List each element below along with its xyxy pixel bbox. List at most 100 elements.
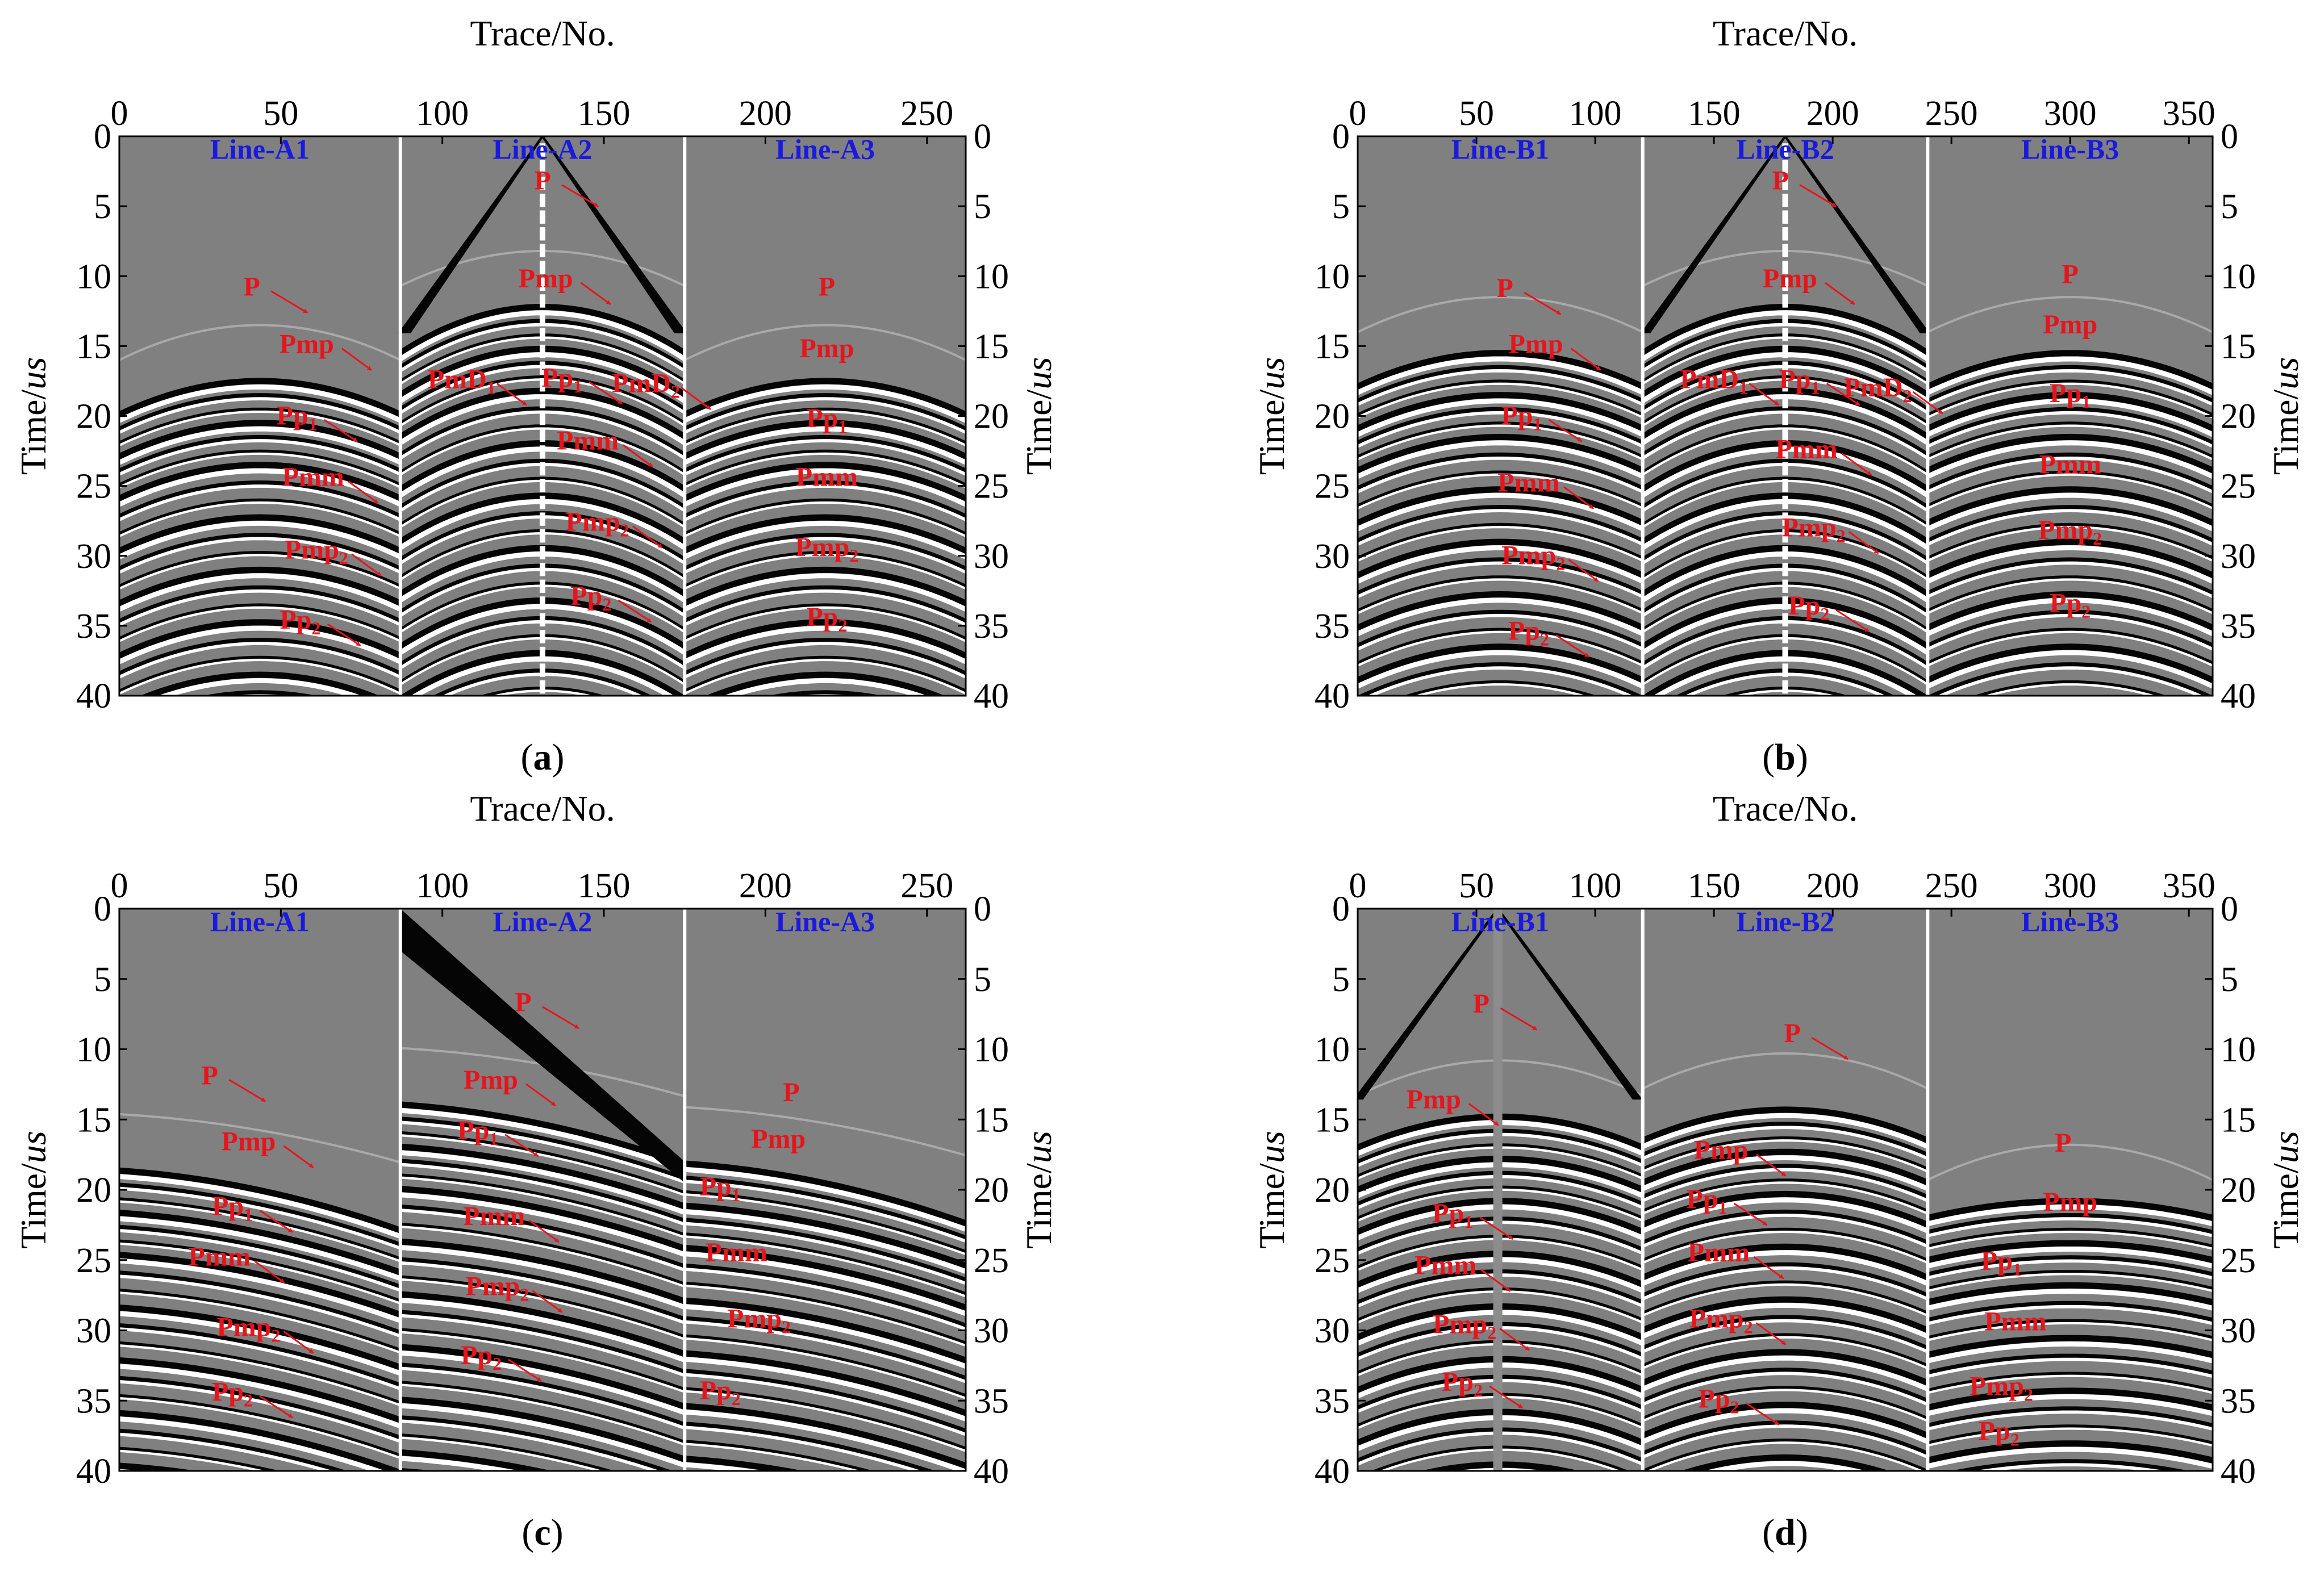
wave-annotation: P (244, 272, 260, 302)
y-axis-unit: us (13, 1131, 53, 1163)
reflection-band-light (1927, 1410, 2213, 1431)
y-tick-label-right: 40 (974, 677, 1009, 716)
reflection-band-dark (1927, 392, 2213, 432)
y-tick-label: 30 (76, 1312, 111, 1351)
y-tick-label-right: 25 (974, 467, 1009, 506)
reflection-band-light (1973, 1463, 2167, 1471)
reflection-band-dark (1642, 1402, 1928, 1439)
source-trace (540, 630, 545, 643)
y-axis-unit-right: us (1019, 1131, 1059, 1163)
source-trace (1493, 909, 1503, 1471)
reflection-band-light (119, 589, 400, 626)
reflection-band-light (685, 1304, 966, 1369)
source-trace (540, 495, 545, 509)
caption-close-paren: ) (1796, 1512, 1808, 1553)
y-tick-label-right: 35 (974, 607, 1009, 646)
line-separator (398, 909, 402, 1471)
source-trace (1782, 395, 1788, 408)
reflection-band-dark (1927, 1424, 2213, 1444)
reflection-band-dark (119, 1197, 400, 1260)
y-axis-unit-right: us (2265, 1131, 2306, 1163)
wave-annotation: Pmp2 (1689, 1304, 1753, 1337)
wave-annotation: Pmp (2043, 310, 2097, 340)
y-tick-label: 25 (1315, 467, 1350, 506)
section-line-b2 (1642, 1052, 1928, 1471)
wave-annotation-subscript: 2 (1744, 1317, 1753, 1337)
y-tick-label: 40 (1315, 677, 1350, 716)
y-tick-label: 0 (94, 118, 111, 156)
reflection-band-dark (119, 1224, 400, 1289)
annotation-arrow (528, 1219, 560, 1243)
reflection-band-light (119, 573, 400, 612)
reflection-band-dark (119, 566, 400, 607)
reflection-band-dark (1642, 1136, 1928, 1170)
y-tick-label: 35 (1315, 1382, 1350, 1420)
source-trace (540, 378, 545, 392)
y-axis-title-right: Time/us (2265, 1131, 2306, 1249)
source-trace (540, 579, 545, 593)
reflection-band-dark (119, 1357, 400, 1423)
reflection-band-light (400, 1298, 685, 1362)
annotation-arrow (681, 387, 711, 410)
x-tick-label: 100 (1569, 867, 1622, 905)
source-trace (540, 344, 545, 358)
annotation-arrow (1479, 1216, 1514, 1240)
reflection-band-dark (400, 1185, 685, 1252)
x-tick-label: 50 (1459, 94, 1494, 133)
direct-wave-arc (119, 1113, 400, 1164)
reflection-band-dark (400, 1362, 685, 1427)
reflection-band-dark (685, 566, 966, 607)
source-trace (540, 546, 545, 559)
caption-open-paren: ( (521, 1512, 534, 1553)
annotation-arrow (525, 1083, 556, 1107)
reflection-band-dark (685, 603, 966, 640)
reflection-band-light (1358, 492, 1643, 532)
y-tick-label-right: 0 (2221, 890, 2238, 929)
source-trace (1782, 412, 1788, 425)
reflection-band-light (119, 426, 400, 465)
reflection-band-dark (1973, 680, 2167, 696)
reflection-band-light (1358, 526, 1643, 562)
annotation-arrow (283, 1145, 314, 1168)
reflection-band-dark (119, 603, 400, 640)
reflection-band-dark (400, 1204, 685, 1268)
y-tick-label: 0 (1332, 118, 1350, 156)
reflection-band-light (119, 452, 400, 488)
reflection-band-dark (685, 480, 966, 518)
reflection-band-light (119, 642, 400, 679)
line-separator (683, 136, 687, 696)
wave-annotation-subscript: 1 (2081, 391, 2091, 412)
source-trace (1782, 495, 1788, 509)
wave-annotation: P (1784, 1018, 1800, 1048)
wave-annotation-subscript: 2 (271, 1325, 280, 1345)
annotation-arrow (561, 184, 599, 207)
source-trace (1782, 210, 1788, 224)
reflection-band-dark (400, 1328, 685, 1391)
reflection-band-dark (1927, 365, 2213, 403)
reflection-band-dark (203, 690, 317, 696)
reflection-band-dark (685, 1202, 966, 1269)
reflection-band-light (119, 1242, 400, 1305)
caption-letter: a (533, 737, 552, 778)
wave-annotation: P (2062, 260, 2079, 290)
wave-annotation: Pmm (706, 1237, 767, 1268)
source-trace (1782, 663, 1788, 677)
wave-annotation: Pmp (279, 329, 334, 359)
y-tick-label: 40 (76, 1452, 111, 1491)
reflection-band-light (685, 484, 966, 521)
reflection-band-dark (685, 1176, 966, 1240)
reflection-band-light (685, 1373, 966, 1436)
source-trace (1782, 261, 1788, 274)
annotation-arrow (270, 290, 308, 314)
x-axis-title: Trace/No. (1713, 13, 1858, 53)
x-tick-label: 0 (1349, 867, 1367, 905)
reflection-band-dark (1642, 1190, 1928, 1228)
reflection-band-dark (1927, 1479, 2213, 1496)
reflection-band-dark (1927, 1372, 2213, 1392)
wave-annotation: Pmp2 (566, 507, 629, 540)
wave-annotation-subscript: 1 (1811, 377, 1820, 398)
reflection-band-light (119, 1200, 400, 1262)
reflection-band-dark (400, 440, 685, 492)
reflection-band-light (685, 1337, 966, 1399)
